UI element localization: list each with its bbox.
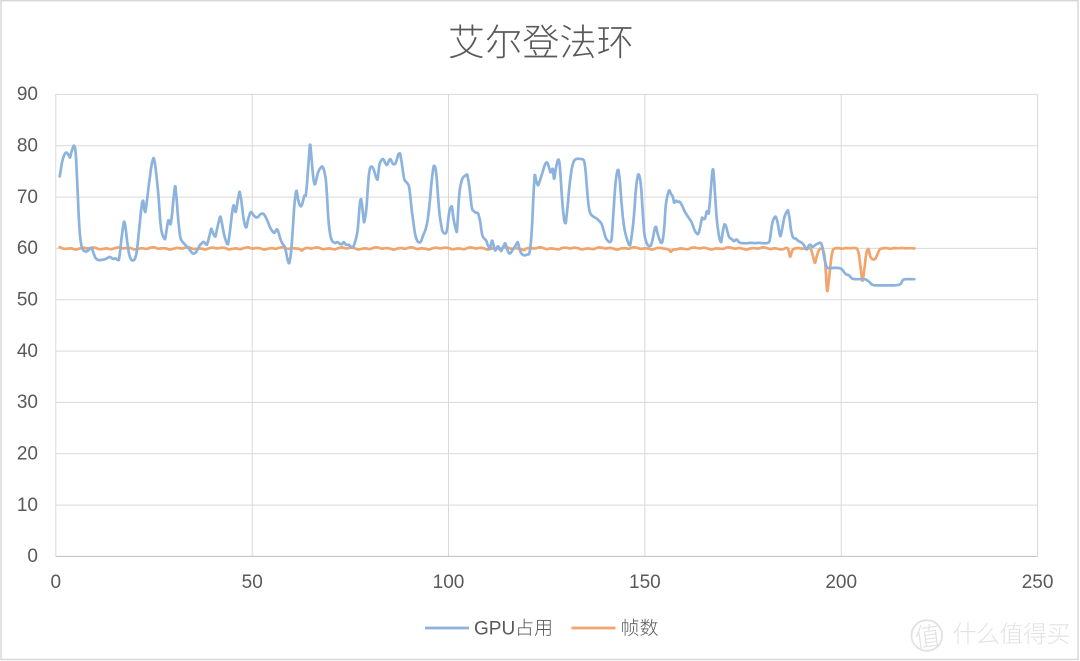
svg-text:90: 90: [17, 84, 38, 105]
svg-text:GPU: GPU: [474, 619, 515, 640]
svg-text:20: 20: [17, 444, 38, 465]
svg-text:80: 80: [17, 136, 38, 157]
svg-text:0: 0: [27, 546, 38, 567]
svg-text:60: 60: [17, 238, 38, 259]
svg-text:10: 10: [17, 495, 38, 516]
svg-text:50: 50: [17, 290, 38, 311]
svg-text:100: 100: [433, 572, 465, 593]
svg-text:200: 200: [825, 572, 857, 593]
svg-text:50: 50: [242, 572, 263, 593]
svg-text:30: 30: [17, 392, 38, 413]
svg-text:150: 150: [629, 572, 661, 593]
svg-text:40: 40: [17, 341, 38, 362]
svg-text:0: 0: [51, 572, 62, 593]
svg-text:70: 70: [17, 187, 38, 208]
svg-text:250: 250: [1022, 572, 1054, 593]
